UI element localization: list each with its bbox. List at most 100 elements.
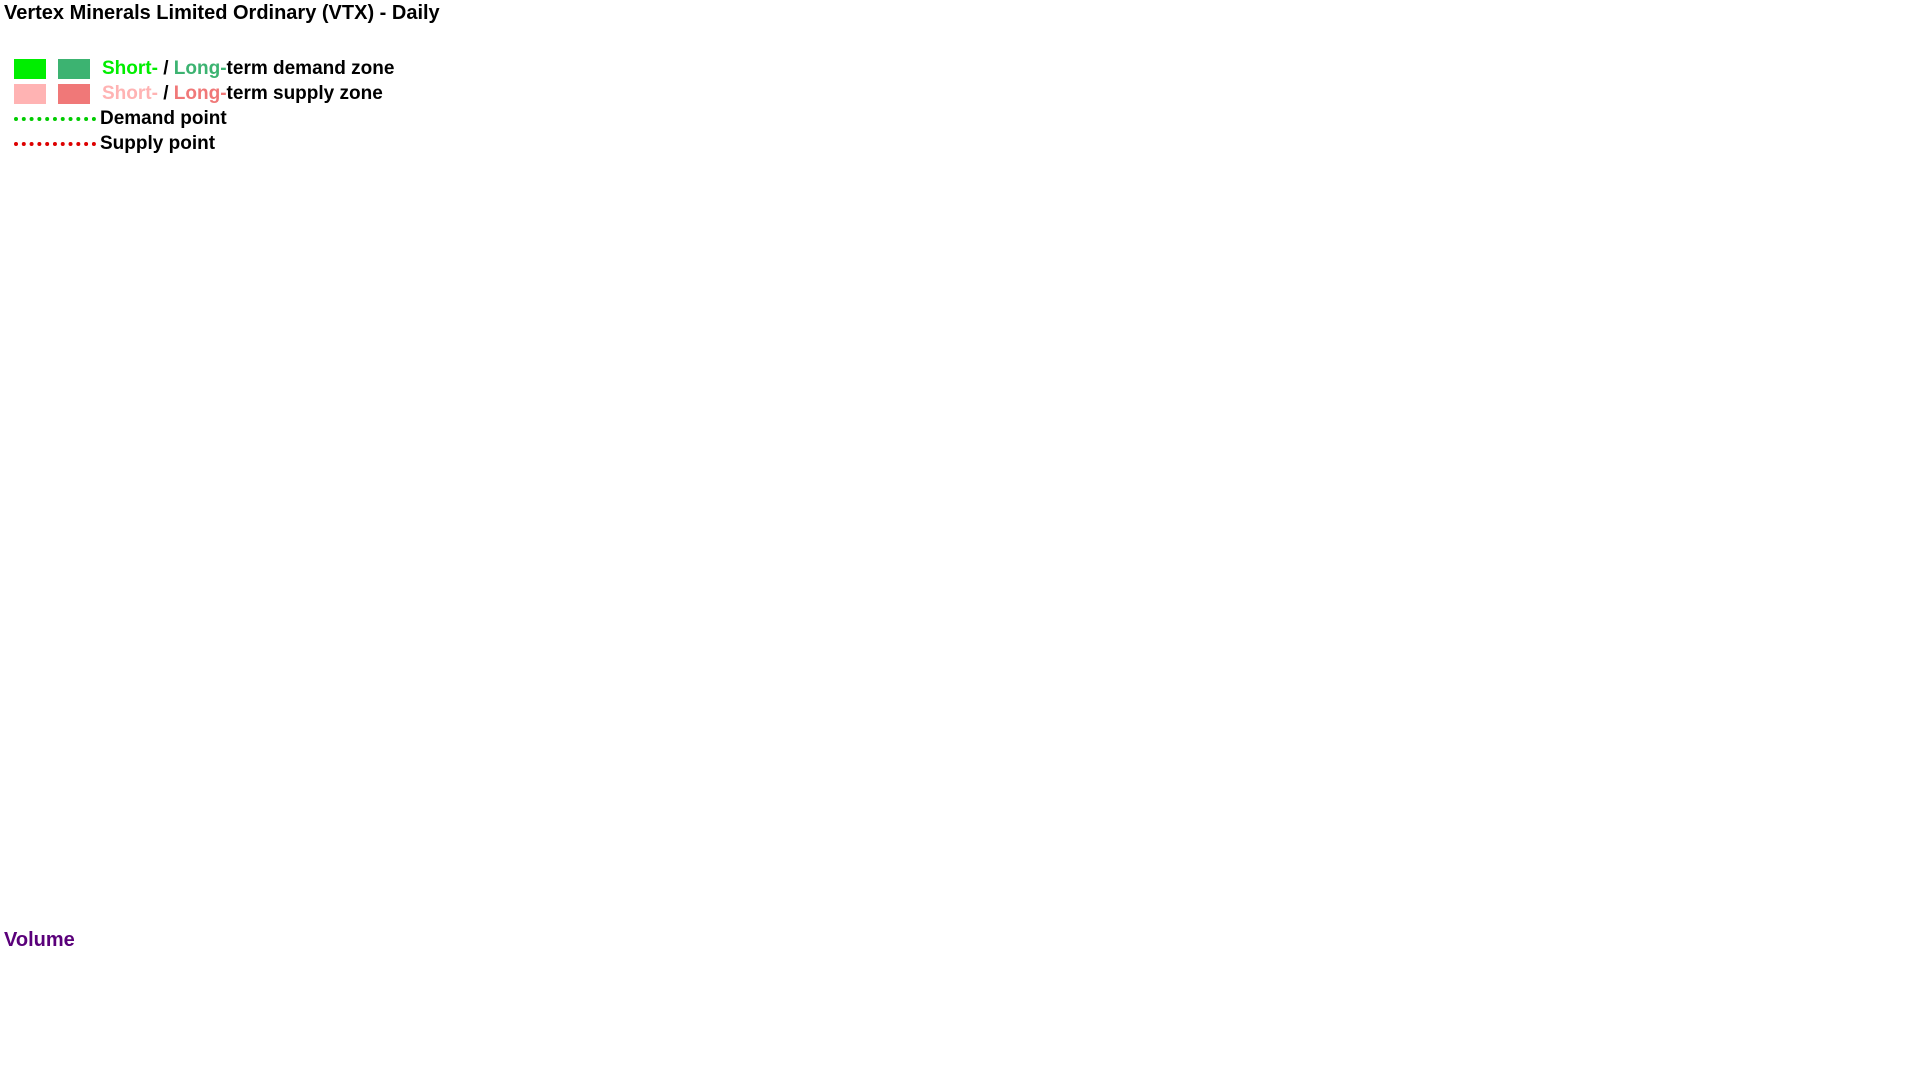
candle-body bbox=[1545, 523, 1551, 528]
candle-body bbox=[766, 842, 772, 845]
candle-body bbox=[379, 647, 385, 664]
candle-body bbox=[841, 832, 847, 844]
candle-body bbox=[538, 699, 544, 705]
candle-body bbox=[1736, 319, 1742, 340]
candle-body bbox=[1662, 480, 1668, 503]
candle-body bbox=[1564, 535, 1570, 550]
candle-body bbox=[1396, 575, 1402, 588]
short-term-zone-segment bbox=[643, 734, 682, 799]
candle-body bbox=[137, 790, 143, 804]
long-term-zone-segment bbox=[1454, 682, 1502, 744]
candle-body bbox=[440, 674, 446, 698]
candle-body bbox=[1391, 587, 1397, 600]
short-supply-swatch bbox=[14, 83, 46, 104]
candle-body bbox=[836, 843, 842, 846]
candle-body bbox=[249, 654, 255, 689]
candle-body bbox=[39, 795, 45, 799]
candle-body bbox=[1517, 465, 1523, 473]
candle-body bbox=[1783, 153, 1789, 195]
candle-body bbox=[1615, 576, 1621, 586]
candle-body bbox=[1792, 104, 1798, 133]
legend-long-label: Long- bbox=[173, 57, 227, 79]
candle-body bbox=[1499, 354, 1505, 394]
candle-body bbox=[165, 803, 171, 813]
candle-body bbox=[701, 837, 707, 843]
candle-body bbox=[505, 608, 511, 636]
short-term-zone-segment bbox=[1734, 360, 1759, 464]
y-tick-label: 0.30 bbox=[1879, 225, 1916, 246]
candle-body bbox=[683, 823, 688, 829]
candle-body bbox=[748, 841, 754, 854]
candle-body bbox=[757, 841, 763, 846]
y-tick-label: 0.26 bbox=[1879, 340, 1916, 361]
candle-body bbox=[118, 770, 124, 773]
candle-body bbox=[1298, 742, 1304, 748]
candle-body bbox=[1289, 736, 1295, 739]
volume-y-tick-label: 1M bbox=[1890, 994, 1916, 1015]
candle-body bbox=[529, 688, 535, 707]
candle-body bbox=[1140, 865, 1145, 874]
x-tick-label: Nov bbox=[1496, 902, 1532, 923]
candle-body bbox=[878, 826, 884, 833]
legend-short-label: Short- bbox=[102, 57, 158, 79]
y-tick-label: 0.20 bbox=[1879, 511, 1916, 532]
candle-body bbox=[1690, 454, 1696, 466]
candle-body bbox=[1522, 478, 1528, 481]
candle-body bbox=[1251, 692, 1257, 696]
candle-body bbox=[1046, 849, 1052, 854]
candle-body bbox=[1228, 774, 1234, 781]
candle-body bbox=[902, 847, 908, 853]
candle-body bbox=[561, 699, 567, 717]
candle-body bbox=[1513, 434, 1519, 464]
candle-body bbox=[221, 754, 227, 766]
candle-body bbox=[398, 663, 404, 669]
chart-title: Vertex Minerals Limited Ordinary (VTX) -… bbox=[4, 2, 440, 24]
candle-body bbox=[1209, 833, 1215, 836]
long-term-zone-segment bbox=[1557, 645, 1614, 701]
x-tick-label: Feb bbox=[685, 902, 719, 923]
candle-body bbox=[496, 625, 502, 655]
short-term-zone-segment bbox=[316, 660, 365, 690]
candle-body bbox=[295, 673, 301, 682]
candle-body bbox=[930, 846, 936, 853]
long-term-zone-segment bbox=[120, 763, 206, 787]
candle-body bbox=[286, 677, 292, 680]
candle-body bbox=[1666, 444, 1672, 479]
candle-body bbox=[128, 789, 134, 798]
candle-body bbox=[146, 802, 152, 805]
candle-body bbox=[412, 668, 418, 679]
short-term-zone-segment bbox=[1529, 528, 1558, 547]
candle-body bbox=[645, 728, 651, 733]
candle-body bbox=[370, 642, 376, 666]
short-term-zone-segment bbox=[1352, 599, 1381, 673]
candle-body bbox=[547, 716, 553, 728]
candle-body bbox=[1550, 521, 1556, 530]
candle-body bbox=[1373, 604, 1379, 613]
candle-body bbox=[1177, 857, 1183, 864]
short-term-zone-segment bbox=[913, 843, 961, 850]
volume-average-line bbox=[0, 1021, 1805, 1071]
candle-body bbox=[799, 836, 805, 842]
candle-body bbox=[160, 803, 166, 820]
short-term-zone-segment bbox=[1613, 519, 1642, 553]
candle-body bbox=[62, 783, 68, 791]
candle-body bbox=[1331, 657, 1337, 665]
candle-body bbox=[300, 681, 306, 691]
y-tick-label: 0.14 bbox=[1879, 683, 1916, 704]
candle-body bbox=[1014, 846, 1020, 849]
candle-body bbox=[1079, 851, 1085, 861]
candle-body bbox=[1760, 203, 1766, 236]
short-term-zone-segment bbox=[466, 665, 495, 725]
long-demand-swatch bbox=[58, 58, 90, 79]
legend-supply-point-text: Supply point bbox=[100, 132, 216, 154]
candle-body bbox=[776, 836, 782, 846]
candle-body bbox=[1419, 541, 1425, 555]
candle-body bbox=[1214, 814, 1220, 837]
y-tick-label: 0.22 bbox=[1879, 454, 1916, 475]
candle-body bbox=[920, 846, 926, 856]
x-tick-label: Aug bbox=[125, 902, 162, 923]
candle-body bbox=[216, 755, 222, 767]
candle-body bbox=[818, 833, 824, 841]
candle-body bbox=[11, 805, 17, 813]
candle-body bbox=[1284, 735, 1290, 741]
